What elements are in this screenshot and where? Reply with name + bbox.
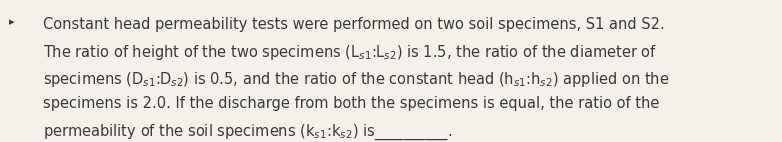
Text: permeability of the soil specimens (k$_{s1}$:k$_{s2}$) is__________.: permeability of the soil specimens (k$_{…	[43, 122, 452, 142]
Text: The ratio of height of the two specimens (L$_{s1}$:L$_{s2}$) is 1.5, the ratio o: The ratio of height of the two specimens…	[43, 43, 657, 62]
Text: specimens is 2.0. If the discharge from both the specimens is equal, the ratio o: specimens is 2.0. If the discharge from …	[43, 96, 659, 111]
Text: Constant head permeability tests were performed on two soil specimens, S1 and S2: Constant head permeability tests were pe…	[43, 17, 665, 32]
Text: specimens (D$_{s1}$:D$_{s2}$) is 0.5, and the ratio of the constant head (h$_{s1: specimens (D$_{s1}$:D$_{s2}$) is 0.5, an…	[43, 70, 669, 89]
Text: ▸: ▸	[9, 17, 15, 27]
